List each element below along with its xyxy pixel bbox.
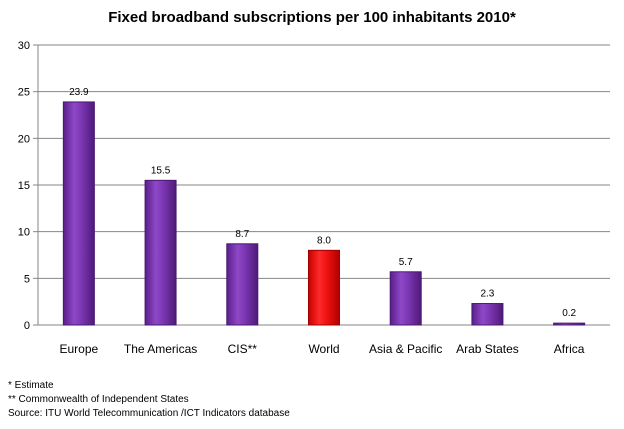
y-tick-label: 25 xyxy=(18,87,30,99)
x-tick-label: The Americas xyxy=(124,342,197,356)
data-label: 8.0 xyxy=(317,235,331,246)
y-tick-label: 0 xyxy=(24,320,30,332)
bar-arab-states xyxy=(471,303,504,326)
bar-the-americas xyxy=(144,179,177,326)
data-label: 15.5 xyxy=(151,165,171,176)
y-tick-label: 5 xyxy=(24,273,30,285)
bar-asia-pacific xyxy=(389,271,422,326)
y-tick-label: 15 xyxy=(18,180,30,192)
x-tick-label: Africa xyxy=(554,342,585,356)
x-tick-label: CIS** xyxy=(228,342,258,356)
footnote-estimate: * Estimate xyxy=(8,380,54,391)
bar-africa xyxy=(553,322,586,326)
bar-europe xyxy=(62,101,95,326)
x-tick-label: Arab States xyxy=(456,342,519,356)
source-note: Source: ITU World Telecommunication /ICT… xyxy=(8,408,290,419)
y-tick-label: 20 xyxy=(18,133,30,145)
data-label: 8.7 xyxy=(235,229,249,240)
x-tick-label: Europe xyxy=(60,342,99,356)
y-tick-label: 30 xyxy=(18,40,30,52)
data-label: 5.7 xyxy=(399,257,413,268)
x-tick-label: World xyxy=(308,342,339,356)
chart-title: Fixed broadband subscriptions per 100 in… xyxy=(108,9,516,26)
x-tick-label: Asia & Pacific xyxy=(369,342,442,356)
data-label: 0.2 xyxy=(562,308,576,319)
bar-world xyxy=(308,249,340,326)
data-label: 23.9 xyxy=(69,87,89,98)
bar-cis xyxy=(226,243,259,326)
y-tick-label: 10 xyxy=(18,227,30,239)
footnote-cis: ** Commonwealth of Independent States xyxy=(8,394,189,405)
data-label: 2.3 xyxy=(480,289,494,300)
